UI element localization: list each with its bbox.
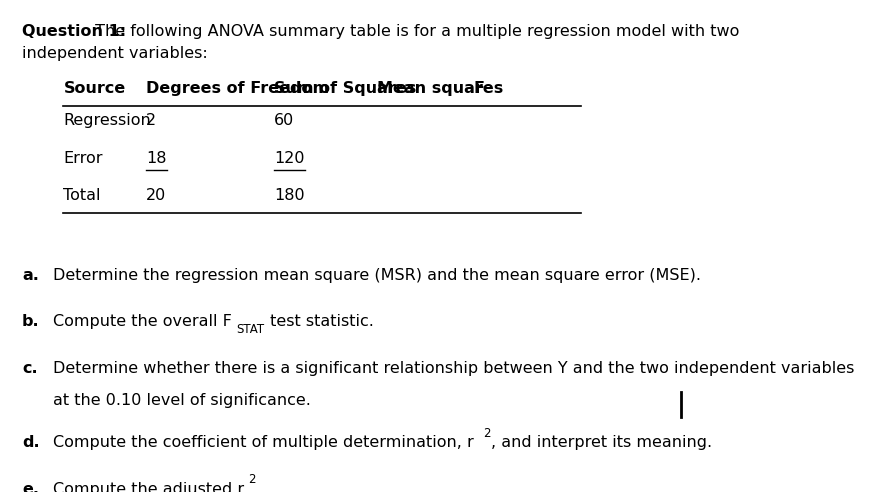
Text: Compute the overall F: Compute the overall F xyxy=(53,314,232,329)
Text: test statistic.: test statistic. xyxy=(264,314,374,329)
Text: Degrees of Freedom: Degrees of Freedom xyxy=(146,81,329,96)
Text: 2: 2 xyxy=(146,113,156,128)
Text: 120: 120 xyxy=(274,151,304,165)
Text: , and interpret its meaning.: , and interpret its meaning. xyxy=(490,435,712,450)
Text: Total: Total xyxy=(63,188,101,203)
Text: at the 0.10 level of significance.: at the 0.10 level of significance. xyxy=(53,393,310,408)
Text: 2: 2 xyxy=(483,427,490,440)
Text: b.: b. xyxy=(22,314,40,329)
Text: e.: e. xyxy=(22,482,39,492)
Text: Regression: Regression xyxy=(63,113,151,128)
Text: Source: Source xyxy=(63,81,125,96)
Text: 180: 180 xyxy=(274,188,304,203)
Text: .: . xyxy=(256,482,261,492)
Text: c.: c. xyxy=(22,361,37,375)
Text: a.: a. xyxy=(22,268,39,283)
Text: 2: 2 xyxy=(249,473,255,486)
Text: Compute the adjusted r: Compute the adjusted r xyxy=(53,482,244,492)
Text: F: F xyxy=(474,81,484,96)
Text: 20: 20 xyxy=(146,188,166,203)
Text: Determine the regression mean square (MSR) and the mean square error (MSE).: Determine the regression mean square (MS… xyxy=(53,268,700,283)
Text: Sum of Squares: Sum of Squares xyxy=(274,81,415,96)
Text: Question 1:: Question 1: xyxy=(22,25,126,39)
Text: STAT: STAT xyxy=(235,323,264,336)
Text: Mean squares: Mean squares xyxy=(377,81,503,96)
Text: independent variables:: independent variables: xyxy=(22,46,208,62)
Text: Determine whether there is a significant relationship between Y and the two inde: Determine whether there is a significant… xyxy=(53,361,853,375)
Text: d.: d. xyxy=(22,435,40,450)
Text: The following ANOVA summary table is for a multiple regression model with two: The following ANOVA summary table is for… xyxy=(90,25,738,39)
Text: 18: 18 xyxy=(146,151,167,165)
Text: Compute the coefficient of multiple determination, r: Compute the coefficient of multiple dete… xyxy=(53,435,474,450)
Text: Error: Error xyxy=(63,151,103,165)
Text: 60: 60 xyxy=(274,113,294,128)
